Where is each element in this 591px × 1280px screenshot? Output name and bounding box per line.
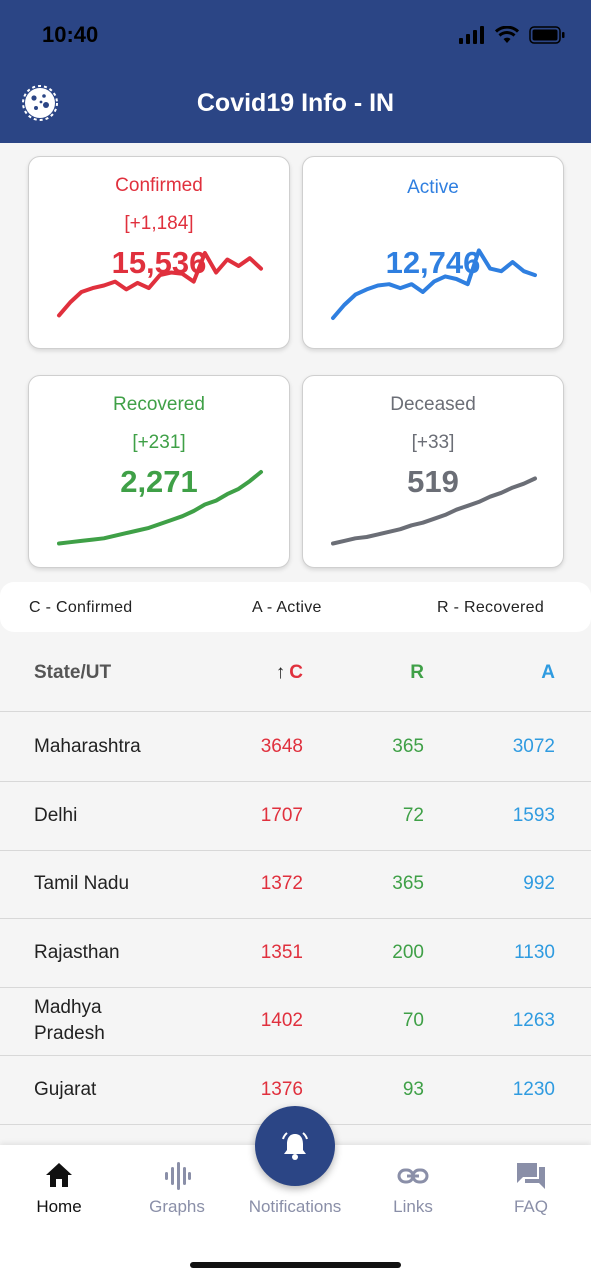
graph-icon <box>118 1161 236 1191</box>
recovered-count: 365 <box>392 873 424 894</box>
state-column-header[interactable]: State/UT <box>34 662 112 683</box>
legend-active: A - Active <box>252 599 322 616</box>
active-count: 3072 <box>512 736 555 757</box>
card-label: Recovered <box>113 394 205 415</box>
state-name: Maharashtra <box>34 736 141 757</box>
wifi-icon <box>495 26 519 43</box>
sparkline-path <box>331 248 537 320</box>
confirmed-count: 1402 <box>260 1010 303 1031</box>
table-row[interactable]: Rajasthan 1351 200 1130 <box>0 919 591 988</box>
active-count: 1263 <box>512 1010 555 1031</box>
active-count: 992 <box>523 873 555 894</box>
state-name: Delhi <box>34 804 78 826</box>
card-label: Deceased <box>390 394 476 415</box>
legend-recovered: R - Recovered <box>437 599 545 616</box>
chat-icon <box>472 1161 590 1191</box>
confirmed-column-label: C <box>289 662 303 683</box>
table-row[interactable]: Madhya Pradesh 1402 70 1263 <box>0 987 591 1056</box>
tab-label: FAQ <box>513 1197 548 1216</box>
sparkline-path <box>331 476 537 546</box>
confirmed-count: 1372 <box>260 873 303 894</box>
state-name: Gujarat <box>34 1078 97 1100</box>
deceased-sparkline <box>331 476 537 546</box>
status-icons <box>459 26 565 44</box>
recovered-sparkline <box>57 470 263 546</box>
active-count: 1130 <box>514 941 555 963</box>
confirmed-count: 1707 <box>260 804 303 826</box>
state-name: Madhya Pradesh <box>34 997 105 1044</box>
virus-logo-icon <box>22 85 58 121</box>
abbreviation-legend: C - Confirmed A - Active R - Recovered <box>0 582 591 632</box>
active-sparkline <box>331 248 537 320</box>
sparkline-path <box>57 251 263 318</box>
confirmed-sparkline <box>57 251 263 318</box>
recovered-count: 70 <box>402 1010 424 1031</box>
notifications-button[interactable] <box>255 1106 335 1186</box>
cellular-signal-icon <box>459 26 484 44</box>
state-name: Tamil Nadu <box>34 873 130 894</box>
battery-icon <box>529 26 565 44</box>
status-time: 10:40 <box>42 22 99 47</box>
recovered-column-header[interactable]: R <box>410 662 424 683</box>
confirmed-count: 1376 <box>260 1078 303 1100</box>
confirmed-count: 1351 <box>260 941 303 963</box>
link-icon <box>354 1161 472 1191</box>
home-indicator <box>190 1262 401 1268</box>
card-delta: [+231] <box>132 432 186 453</box>
sort-arrow-icon: ↑ <box>275 662 286 683</box>
card-label: Active <box>407 177 459 198</box>
recovered-count: 93 <box>402 1078 424 1100</box>
recovered-count: 72 <box>402 804 424 826</box>
state-name: Rajasthan <box>34 941 120 963</box>
deceased-card[interactable]: Deceased [+33] 519 <box>302 375 564 568</box>
confirmed-column-header[interactable]: ↑ C <box>276 662 303 684</box>
table-row[interactable]: Maharashtra 3648 365 3072 <box>0 713 591 782</box>
app-header: 10:40 Covid1 <box>0 0 591 143</box>
tab-label: Notifications <box>248 1197 342 1216</box>
active-count: 1230 <box>512 1078 555 1100</box>
confirmed-card[interactable]: Confirmed [+1,184] 15,536 <box>28 156 290 349</box>
card-value: 2,271 <box>120 464 198 499</box>
card-label: Confirmed <box>115 175 203 196</box>
status-bar: 10:40 <box>0 0 591 72</box>
recovered-card[interactable]: Recovered [+231] 2,271 <box>28 375 290 568</box>
card-delta: [+1,184] <box>124 213 194 234</box>
table-row[interactable]: Tamil Nadu 1372 365 992 <box>0 850 591 919</box>
active-count: 1593 <box>512 804 555 826</box>
bell-icon <box>282 1132 308 1160</box>
card-delta: [+33] <box>411 432 455 453</box>
recovered-count: 365 <box>392 736 424 757</box>
home-icon <box>0 1161 118 1191</box>
app-title: Covid19 Info - IN <box>196 89 395 117</box>
card-value: 519 <box>407 464 459 499</box>
tab-label: Links <box>393 1197 433 1216</box>
recovered-count: 200 <box>392 941 424 963</box>
active-column-header[interactable]: A <box>541 662 555 683</box>
tab-label: Graphs <box>149 1197 205 1216</box>
active-card[interactable]: Active 12,746 <box>302 156 564 349</box>
card-value: 12,746 <box>385 245 481 280</box>
table-row[interactable]: Delhi 1707 72 1593 <box>0 782 591 851</box>
tab-label: Home <box>36 1197 82 1216</box>
state-table-header: State/UT ↑ C R A <box>0 640 591 712</box>
sparkline-path <box>57 470 263 546</box>
confirmed-count: 3648 <box>260 736 303 757</box>
legend-confirmed: C - Confirmed <box>29 599 133 616</box>
